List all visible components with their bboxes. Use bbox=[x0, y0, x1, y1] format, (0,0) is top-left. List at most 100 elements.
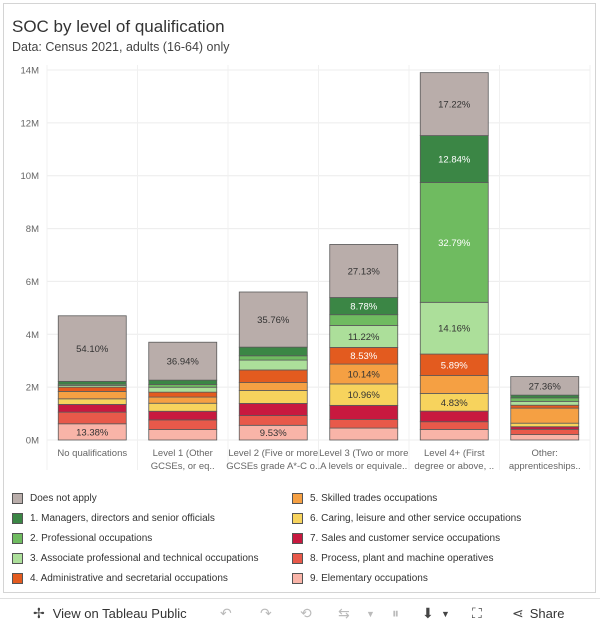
bar-segment[interactable] bbox=[419, 375, 489, 394]
legend-item[interactable]: 3. Associate professional and technical … bbox=[12, 553, 258, 564]
bar-segment[interactable] bbox=[57, 398, 127, 405]
bar-segment[interactable] bbox=[510, 394, 580, 399]
x-category-label: Level 4+ (First bbox=[424, 448, 485, 459]
data-label: 14.16% bbox=[438, 324, 471, 335]
y-tick-label: 14M bbox=[21, 66, 40, 77]
y-tick-label: 2M bbox=[26, 383, 39, 394]
legend-item[interactable]: 5. Skilled trades occupations bbox=[292, 493, 437, 504]
legend-label: 7. Sales and customer service occupation… bbox=[310, 533, 501, 544]
legend-item[interactable]: 7. Sales and customer service occupation… bbox=[292, 533, 500, 544]
chart-subtitle: Data: Census 2021, adults (16-64) only bbox=[12, 40, 230, 54]
bar-segment[interactable] bbox=[238, 390, 308, 404]
y-tick-label: 6M bbox=[26, 277, 39, 288]
bar-segment[interactable] bbox=[510, 400, 580, 406]
bar-segment[interactable] bbox=[238, 346, 308, 357]
bar-segment[interactable] bbox=[329, 314, 399, 326]
data-label: 36.94% bbox=[167, 357, 200, 368]
bar-segment[interactable] bbox=[148, 402, 218, 412]
bar-segment[interactable] bbox=[148, 396, 218, 404]
bar-segment[interactable] bbox=[510, 434, 580, 441]
refresh-icon[interactable]: ⇆ bbox=[338, 605, 350, 621]
download-dropdown-icon[interactable]: ▼ bbox=[441, 609, 450, 619]
bar-segment[interactable] bbox=[57, 391, 127, 400]
legend-item[interactable]: 6. Caring, leisure and other service occ… bbox=[292, 513, 521, 524]
x-category-label: No qualifications bbox=[57, 448, 127, 459]
legend-item[interactable]: 9. Elementary occupations bbox=[292, 573, 428, 584]
bar-segment[interactable] bbox=[329, 404, 399, 420]
refresh-dropdown-icon[interactable]: ▼ bbox=[366, 609, 375, 619]
x-category-label: apprenticeships.. bbox=[509, 461, 581, 472]
bar-segment[interactable] bbox=[510, 397, 580, 402]
bar-segment[interactable] bbox=[419, 421, 489, 430]
bar-segment[interactable] bbox=[148, 386, 218, 393]
legend-item[interactable]: 8. Process, plant and machine operatives bbox=[292, 553, 493, 564]
legend-swatch bbox=[12, 533, 23, 544]
bar-segment[interactable] bbox=[419, 301, 489, 355]
view-on-tableau-button[interactable]: ✢ View on Tableau Public bbox=[33, 605, 187, 622]
data-label: 13.38% bbox=[76, 427, 109, 438]
bar-segment[interactable] bbox=[419, 182, 489, 303]
bar-segment[interactable] bbox=[148, 419, 218, 430]
bar-segment[interactable] bbox=[238, 382, 308, 391]
tableau-logo-icon: ✢ bbox=[33, 605, 45, 621]
data-label: 10.96% bbox=[348, 390, 381, 401]
view-on-tableau-label: View on Tableau Public bbox=[52, 606, 187, 621]
bar-segment[interactable] bbox=[238, 415, 308, 426]
data-label: 5.89% bbox=[441, 360, 468, 371]
bar-segment[interactable] bbox=[238, 355, 308, 361]
legend-swatch bbox=[292, 513, 303, 524]
bar-segment[interactable] bbox=[238, 403, 308, 416]
bar-segment[interactable] bbox=[57, 315, 127, 382]
bar-segment[interactable] bbox=[419, 72, 489, 136]
bar-segment[interactable] bbox=[419, 410, 489, 423]
chart-title: SOC by level of qualification bbox=[12, 17, 225, 36]
redo-icon[interactable]: ↷ bbox=[260, 605, 272, 621]
bar-segment[interactable] bbox=[329, 244, 399, 298]
bar-segment[interactable] bbox=[148, 391, 218, 398]
legend-item[interactable]: Does not apply bbox=[12, 493, 97, 504]
pause-icon[interactable]: ⏸ bbox=[392, 605, 399, 621]
bar-segment[interactable] bbox=[510, 376, 580, 396]
bar-segment[interactable] bbox=[510, 404, 580, 409]
bar-segment[interactable] bbox=[510, 428, 580, 435]
legend-swatch bbox=[12, 553, 23, 564]
download-icon[interactable]: ⬇ bbox=[422, 605, 434, 621]
x-category-label: degree or above, .. bbox=[414, 461, 494, 472]
data-label: 12.84% bbox=[438, 155, 471, 166]
undo-icon[interactable]: ↶ bbox=[220, 605, 232, 621]
bar-segment[interactable] bbox=[510, 422, 580, 428]
bar-segment[interactable] bbox=[57, 386, 127, 392]
stacked-bar-chart[interactable]: 0M 2M 4M 6M 8M 10M 12M 14M No qualifications Leve… bbox=[0, 0, 600, 490]
x-category-label: Level 2 (Five or more bbox=[228, 448, 318, 459]
bar-segment[interactable] bbox=[419, 135, 489, 183]
data-label: 17.22% bbox=[438, 100, 471, 111]
bar-segment[interactable] bbox=[148, 341, 218, 381]
legend-label: 9. Elementary occupations bbox=[310, 573, 428, 584]
legend-item[interactable]: 1. Managers, directors and senior offici… bbox=[12, 513, 215, 524]
bar-segment[interactable] bbox=[148, 429, 218, 441]
legend-item[interactable]: 4. Administrative and secretarial occupa… bbox=[12, 573, 228, 584]
bar-segment[interactable] bbox=[329, 419, 399, 429]
share-button[interactable]: ⋖ Share bbox=[512, 605, 564, 622]
x-category-label: Other: bbox=[532, 448, 558, 459]
bar-segment[interactable] bbox=[329, 427, 399, 441]
legend-label: 2. Professional occupations bbox=[30, 533, 153, 544]
bar-segment[interactable] bbox=[148, 410, 218, 421]
legend-label: 5. Skilled trades occupations bbox=[310, 493, 438, 504]
bar-segment[interactable] bbox=[510, 407, 580, 424]
bar-segment[interactable] bbox=[57, 380, 127, 385]
data-label: 8.78% bbox=[350, 302, 377, 313]
bar-segment[interactable] bbox=[238, 369, 308, 383]
bar-segment[interactable] bbox=[238, 359, 308, 371]
bar-segment[interactable] bbox=[148, 384, 218, 388]
data-label: 35.76% bbox=[257, 315, 290, 326]
bar-segment[interactable] bbox=[148, 379, 218, 385]
legend-item[interactable]: 2. Professional occupations bbox=[12, 533, 152, 544]
bar-segment[interactable] bbox=[419, 429, 489, 441]
fullscreen-icon[interactable]: ⛶ bbox=[472, 605, 482, 621]
x-category-label: GCSEs grade A*-C o.. bbox=[226, 461, 320, 472]
bar-segment[interactable] bbox=[238, 291, 308, 348]
revert-icon[interactable]: ⟲ bbox=[300, 605, 312, 621]
bar-segment[interactable] bbox=[57, 403, 127, 413]
bar-segment[interactable] bbox=[57, 411, 127, 425]
